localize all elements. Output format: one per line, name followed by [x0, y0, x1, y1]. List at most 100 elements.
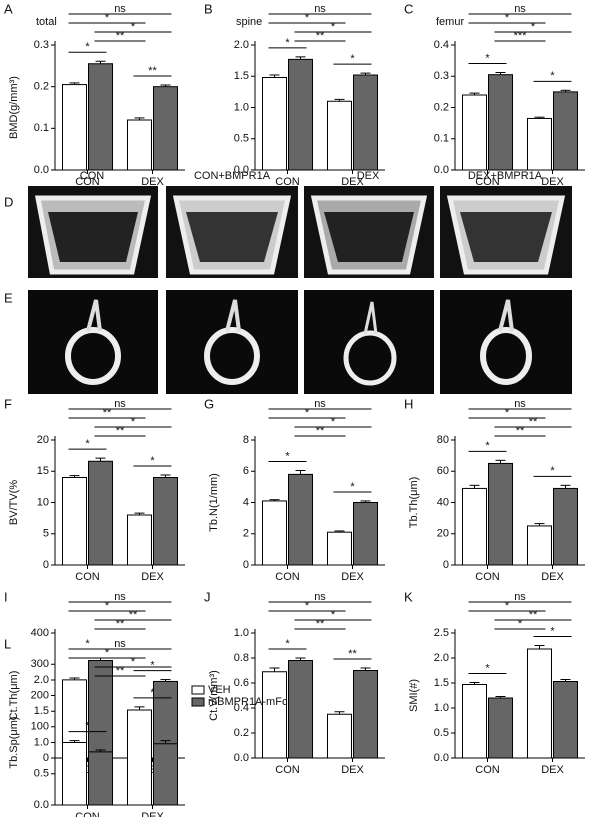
y-tick-label: 0.1: [434, 133, 449, 145]
significance-label: **: [516, 425, 525, 437]
y-tick-label: 20: [37, 434, 49, 446]
cross-sections: [28, 186, 572, 278]
significance-label: **: [116, 618, 125, 630]
x-tick-label: DEX: [541, 764, 564, 776]
bar: [127, 119, 152, 171]
significance-label: *: [550, 465, 555, 477]
bar: [527, 525, 552, 566]
panel-letter: L: [4, 636, 11, 651]
x-tick-label: CON: [475, 764, 500, 776]
y-tick-label: 0: [243, 559, 249, 571]
bar: [153, 743, 178, 806]
y-tick-label: 20: [437, 528, 449, 540]
significance-label: **: [116, 30, 125, 42]
bar: [127, 514, 152, 566]
bar: [88, 460, 113, 566]
significance-label: *: [150, 659, 155, 671]
panel-letter: K: [404, 589, 413, 604]
significance-label: **: [529, 416, 538, 428]
bar: [262, 77, 287, 171]
y-tick-label: 0.5: [234, 133, 249, 145]
bar: [88, 660, 113, 759]
significance-label: ns: [314, 3, 326, 15]
chart-title: spine: [236, 16, 262, 28]
y-axis-label: Ct.V(mm³): [208, 670, 220, 721]
significance-label: *: [505, 12, 510, 24]
y-axis-label: SMI(#): [408, 679, 420, 712]
y-tick-label: 10: [37, 496, 49, 508]
x-tick-label: DEX: [341, 571, 364, 583]
y-tick-label: 0.1: [34, 122, 49, 134]
x-tick-label: CON: [475, 571, 500, 583]
bar: [488, 74, 513, 171]
significance-label: *: [485, 440, 490, 452]
bar: [488, 462, 513, 566]
y-tick-label: 0.5: [434, 727, 449, 739]
bar: [327, 100, 352, 171]
panel-letter: J: [204, 589, 211, 604]
bar: [462, 94, 487, 171]
x-tick-label: DEX: [141, 811, 164, 817]
significance-label: *: [331, 416, 336, 428]
significance-label: *: [331, 21, 336, 33]
y-tick-label: 0.0: [434, 164, 449, 176]
panel-letter: C: [404, 1, 413, 16]
x-tick-label: DEX: [341, 176, 364, 188]
image-label: CON: [80, 170, 105, 182]
y-tick-label: 0.0: [434, 752, 449, 764]
bar: [88, 751, 113, 806]
y-tick-label: 6: [243, 465, 249, 477]
bar: [288, 473, 313, 566]
panel-letter: G: [204, 396, 214, 411]
y-axis-label: Tb.Th(μm): [408, 477, 420, 529]
significance-label: ns: [114, 638, 126, 650]
significance-label: *: [305, 600, 310, 612]
panel-letter: F: [4, 396, 12, 411]
significance-label: *: [105, 12, 110, 24]
y-tick-label: 0.8: [234, 652, 249, 664]
bar: [527, 117, 552, 171]
significance-label: **: [316, 30, 325, 42]
y-tick-label: 0.6: [234, 677, 249, 689]
bar: [353, 74, 378, 171]
bar: [88, 63, 113, 171]
y-tick-label: 1.5: [234, 70, 249, 82]
y-tick-label: 0.2: [34, 81, 49, 93]
bar: [553, 487, 578, 566]
significance-label: *: [550, 625, 555, 637]
bar: [353, 502, 378, 566]
bar: [327, 531, 352, 566]
legend-swatch: [191, 685, 205, 695]
y-tick-label: 0.2: [434, 101, 449, 113]
significance-label: **: [103, 407, 112, 419]
y-tick-label: 0.2: [234, 727, 249, 739]
panel-letter: E: [4, 290, 13, 305]
bar: [327, 713, 352, 759]
significance-label: ns: [514, 3, 526, 15]
y-tick-label: 100: [31, 721, 49, 733]
significance-label: ***: [514, 30, 528, 42]
significance-label: *: [531, 21, 536, 33]
panel-letter: I: [4, 589, 8, 604]
y-axis-label: Ct.Th(μm): [8, 671, 20, 721]
significance-label: **: [529, 609, 538, 621]
x-tick-label: DEX: [541, 176, 564, 188]
significance-label: *: [305, 12, 310, 24]
bar: [62, 84, 87, 171]
x-tick-label: CON: [75, 571, 100, 583]
y-tick-label: 4: [243, 496, 249, 508]
image-label: DEX: [357, 170, 380, 182]
y-axis-label: BV/TV(%: [8, 480, 20, 525]
significance-label: *: [105, 600, 110, 612]
y-tick-label: 2.0: [34, 674, 49, 686]
significance-label: *: [331, 609, 336, 621]
y-tick-label: 2.0: [434, 652, 449, 664]
y-tick-label: 5: [43, 528, 49, 540]
significance-label: ns: [114, 3, 126, 15]
significance-label: *: [550, 70, 555, 82]
y-tick-label: 8: [243, 434, 249, 446]
bar: [62, 477, 87, 566]
bar: [288, 660, 313, 759]
y-tick-label: 0: [43, 559, 49, 571]
